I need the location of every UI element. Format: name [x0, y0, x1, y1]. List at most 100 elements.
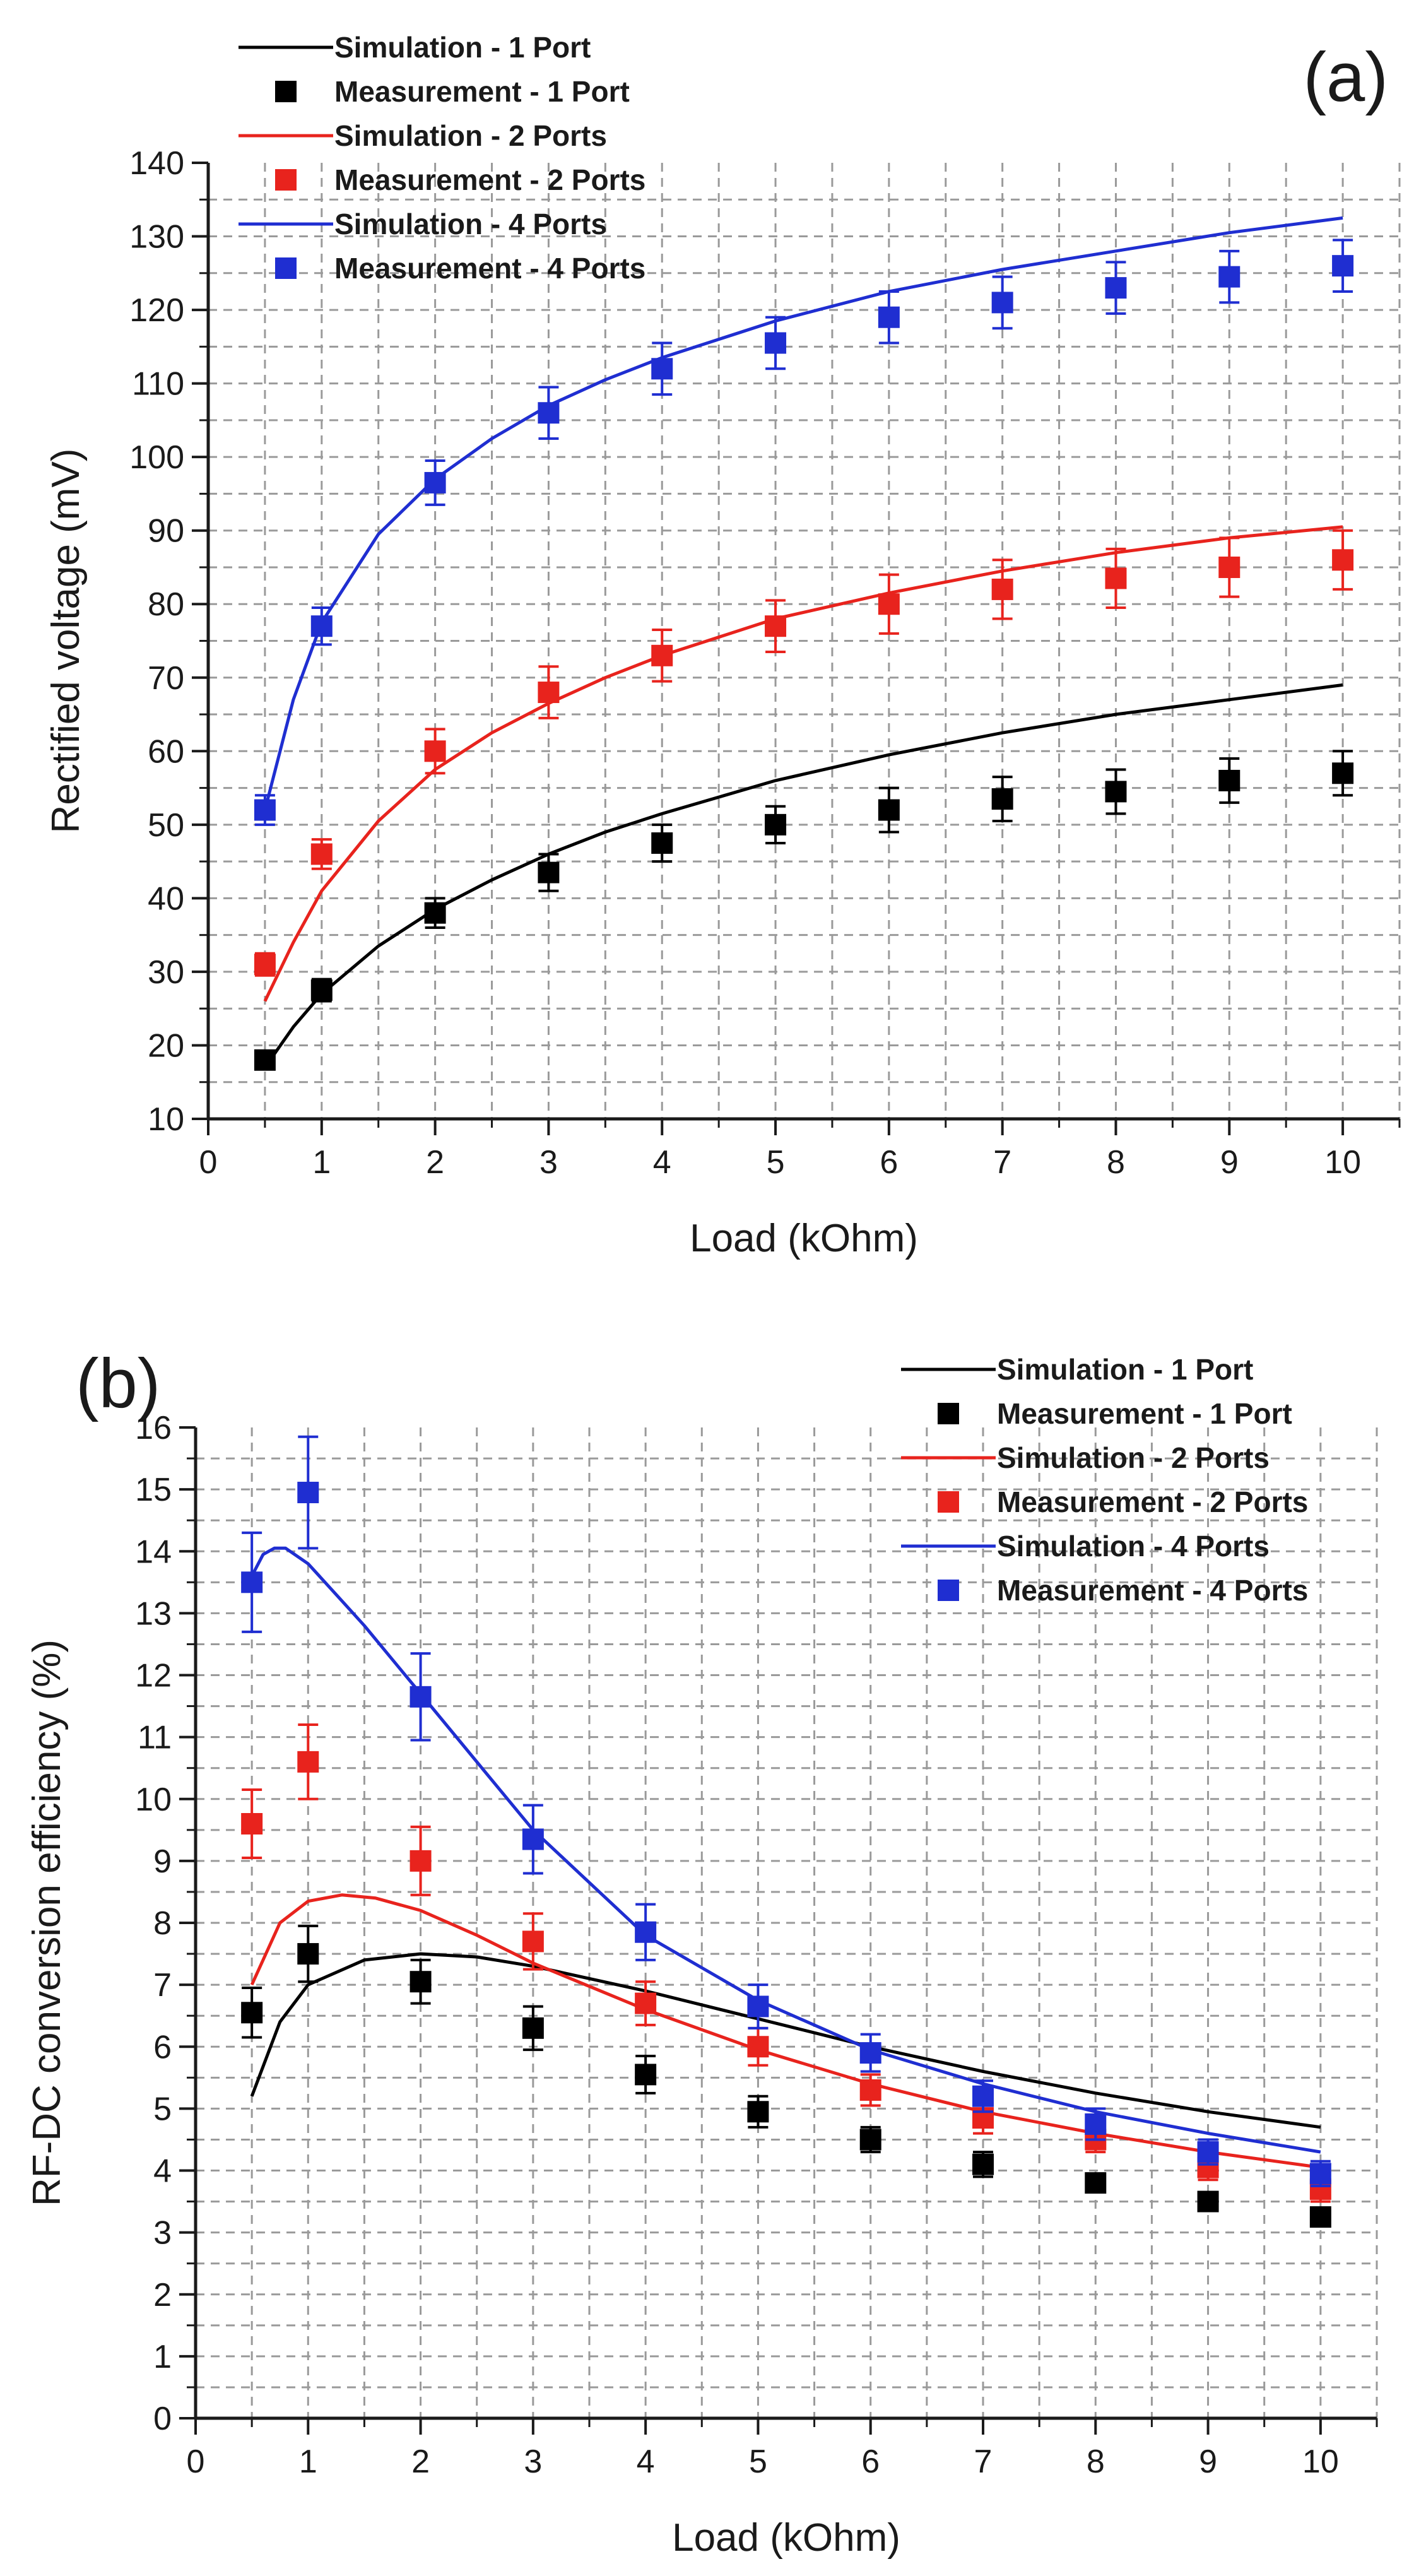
data-point — [1309, 2163, 1331, 2185]
series-markers-measurement-1-port — [254, 750, 1354, 1071]
data-point — [878, 799, 900, 821]
data-point — [859, 2129, 881, 2151]
series-line-simulation-4-ports — [263, 216, 1343, 811]
data-point — [254, 799, 276, 821]
y-tick-label: 10 — [148, 1101, 184, 1138]
data-point — [424, 740, 446, 762]
data-point — [1218, 556, 1240, 578]
x-tick-label: 6 — [861, 2443, 880, 2480]
legend-swatch-marker — [275, 257, 297, 279]
data-point — [424, 471, 446, 493]
data-point — [1197, 2190, 1219, 2213]
y-tick-label: 14 — [135, 1533, 172, 1570]
y-tick-label: 11 — [138, 1720, 172, 1756]
data-point — [297, 1943, 319, 1965]
legend-label: Measurement - 4 Ports — [334, 252, 645, 285]
data-point — [747, 2036, 769, 2058]
data-point — [991, 788, 1013, 810]
legend-label: Simulation - 2 Ports — [334, 119, 607, 152]
y-tick-label: 1 — [153, 2339, 172, 2375]
series-markers-measurement-4-ports — [254, 239, 1354, 826]
data-point — [1105, 277, 1127, 299]
x-tick-label: 3 — [524, 2443, 542, 2480]
data-point — [991, 292, 1013, 314]
data-point — [410, 1850, 432, 1872]
y-tick-label: 3 — [153, 2215, 172, 2252]
legend-label: Simulation - 2 Ports — [997, 1441, 1270, 1474]
series-markers-measurement-4-ports — [241, 1435, 1331, 2188]
legend-swatch-marker — [938, 1491, 959, 1513]
y-tick-label: 4 — [153, 2153, 172, 2190]
y-tick-label: 100 — [129, 439, 184, 476]
y-tick-label: 10 — [135, 1781, 172, 1818]
x-tick-label: 10 — [1324, 1144, 1361, 1181]
data-point — [310, 615, 333, 637]
y-tick-label: 50 — [148, 807, 184, 844]
data-point — [765, 813, 787, 836]
data-point — [1332, 255, 1354, 277]
data-point — [878, 593, 900, 615]
y-tick-label: 2 — [153, 2277, 172, 2313]
data-point — [635, 2064, 657, 2086]
legend-label: Simulation - 1 Port — [997, 1353, 1253, 1386]
data-point — [747, 2101, 769, 2123]
data-point — [1197, 2141, 1219, 2163]
y-tick-label: 80 — [148, 586, 184, 623]
legend-label: Measurement - 2 Ports — [334, 163, 645, 196]
legend-label: Measurement - 2 Ports — [997, 1486, 1308, 1518]
data-point — [538, 402, 560, 424]
data-point — [310, 843, 333, 865]
panel-label: (b) — [76, 1345, 160, 1422]
x-tick-label: 5 — [749, 2443, 767, 2480]
data-point — [972, 2153, 994, 2175]
data-point — [1218, 266, 1240, 288]
y-axis-title: Rectified voltage (mV) — [44, 449, 88, 834]
x-tick-label: 8 — [1107, 1144, 1125, 1181]
x-tick-label: 10 — [1302, 2443, 1339, 2480]
data-point — [254, 954, 276, 976]
data-point — [241, 1813, 263, 1835]
x-tick-label: 2 — [411, 2443, 430, 2480]
data-point — [765, 615, 787, 637]
data-point — [410, 1686, 432, 1708]
grid — [196, 1427, 1378, 2418]
data-point — [1332, 549, 1354, 571]
legend-label: Simulation - 4 Ports — [997, 1530, 1270, 1563]
panel-label: (a) — [1304, 38, 1388, 116]
legend-label: Simulation - 1 Port — [334, 31, 591, 64]
chart-panel-a: 0 1 2 3 4 5 6 7 8 9 10 10 20 30 40 50 60 70 80 90 100 110 120 1… — [44, 31, 1401, 1260]
series-line-simulation-4-ports — [250, 1546, 1321, 2154]
y-axis-title: RF-DC conversion efficiency (%) — [25, 1640, 69, 2206]
series-markers-measurement-2-ports — [254, 529, 1354, 977]
y-tick-label: 0 — [153, 2401, 172, 2437]
x-tick-label: 5 — [767, 1144, 785, 1181]
legend-label: Measurement - 1 Port — [334, 75, 630, 108]
data-point — [747, 1995, 769, 2018]
data-point — [651, 832, 673, 854]
data-point — [635, 1992, 657, 2014]
x-tick-label: 7 — [993, 1144, 1011, 1181]
y-tick-label: 8 — [153, 1905, 172, 1942]
data-point — [522, 1828, 544, 1850]
chart-panel-b: 0 1 2 3 4 5 6 7 8 9 10012345678910111213141516Load… — [25, 1345, 1378, 2560]
data-point — [991, 578, 1013, 600]
data-point — [297, 1751, 319, 1773]
data-point — [522, 1930, 544, 1953]
data-point — [1309, 2206, 1331, 2228]
legend-swatch-marker — [275, 169, 297, 191]
x-tick-label: 1 — [312, 1144, 331, 1181]
y-tick-label: 9 — [153, 1843, 172, 1880]
data-point — [1218, 769, 1240, 791]
y-tick-label: 15 — [135, 1472, 172, 1508]
x-tick-label: 6 — [880, 1144, 898, 1181]
x-tick-label: 7 — [974, 2443, 993, 2480]
data-point — [878, 306, 900, 328]
x-tick-label: 4 — [637, 2443, 655, 2480]
legend-label: Simulation - 4 Ports — [334, 208, 607, 240]
y-tick-label: 20 — [148, 1027, 184, 1064]
x-axis-title: Load (kOhm) — [672, 2516, 900, 2560]
data-point — [1332, 762, 1354, 784]
data-point — [522, 2017, 544, 2039]
